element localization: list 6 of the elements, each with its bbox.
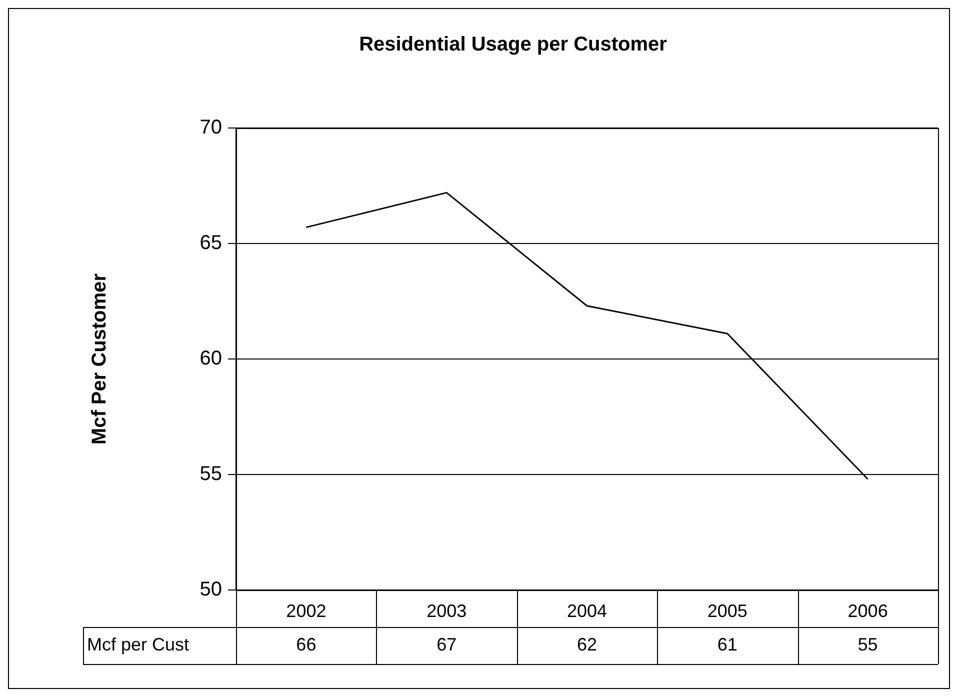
y-tick-label: 60 xyxy=(200,348,222,370)
y-tick-label: 55 xyxy=(200,463,222,486)
y-axis-title: Mcf Per Customer xyxy=(88,273,111,445)
y-tick-label: 70 xyxy=(200,116,222,139)
y-tick-label: 65 xyxy=(200,232,222,254)
chart-title: Residential Usage per Customer xyxy=(359,34,668,56)
